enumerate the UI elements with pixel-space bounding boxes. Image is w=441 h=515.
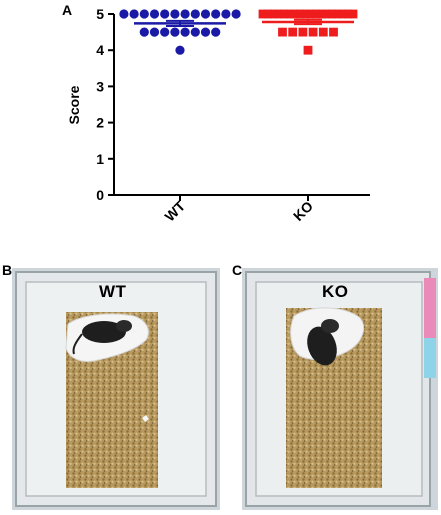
data-point: [295, 9, 305, 19]
panel-label-c: C: [232, 262, 243, 278]
data-point: [200, 9, 211, 19]
nest-photo-ko-illustration: [242, 268, 438, 510]
data-point: [329, 27, 338, 37]
data-point: [180, 9, 190, 19]
data-point: [316, 9, 326, 19]
data-point: [190, 9, 200, 19]
data-point: [279, 9, 289, 19]
data-point: [285, 9, 294, 19]
data-point: [269, 9, 278, 19]
data-point: [231, 9, 241, 19]
data-point: [211, 9, 221, 19]
x-tick-label: KO: [290, 198, 316, 224]
photo-b-label: WT: [99, 282, 127, 301]
y-tick-label: 4: [96, 42, 104, 58]
data-point: [139, 9, 149, 19]
data-point: [175, 45, 185, 55]
data-point: [306, 9, 316, 19]
score-chart: 0 1 2 3 4 5 WT KO Score: [66, 6, 370, 225]
x-tick-label: WT: [161, 197, 188, 224]
data-point: [160, 9, 170, 19]
data-point: [274, 9, 284, 19]
chart-marks: [119, 9, 358, 55]
y-tick-label: 3: [96, 78, 104, 94]
data-point: [303, 45, 313, 55]
data-point: [290, 9, 300, 19]
data-point: [318, 27, 328, 37]
photo-wt-nest: WT: [12, 268, 220, 510]
nest-photo-wt-illustration: [12, 268, 220, 510]
y-tick-label: 1: [96, 151, 104, 167]
panel-label-a: A: [62, 2, 73, 18]
data-point: [221, 9, 231, 19]
data-point: [170, 9, 180, 19]
data-point: [149, 27, 160, 37]
data-point: [332, 9, 342, 19]
data-point: [160, 27, 170, 37]
data-point: [149, 9, 160, 19]
data-point: [348, 9, 358, 19]
photo-ko-nest: KO: [242, 268, 438, 510]
data-point: [258, 9, 268, 19]
data-point: [278, 27, 287, 37]
data-point: [288, 27, 298, 37]
data-point: [129, 9, 139, 19]
y-tick-label: 0: [96, 187, 104, 203]
data-point: [190, 27, 200, 37]
data-point: [327, 9, 337, 19]
y-axis-label: Score: [66, 85, 82, 124]
data-point: [343, 9, 353, 19]
data-point: [311, 9, 321, 19]
data-point: [263, 9, 273, 19]
data-point: [119, 9, 129, 19]
y-tick-label: 5: [96, 6, 104, 22]
data-point: [298, 27, 308, 37]
data-point: [338, 9, 347, 19]
data-point: [211, 27, 221, 37]
panel-label-b: B: [2, 262, 13, 278]
y-tick-label: 2: [96, 115, 104, 131]
data-point: [200, 27, 211, 37]
data-point: [322, 9, 331, 19]
data-point: [139, 27, 149, 37]
data-point: [308, 27, 318, 37]
data-point: [300, 9, 310, 19]
photo-c-label: KO: [322, 282, 349, 301]
data-point: [180, 27, 190, 37]
chart-axes: 0 1 2 3 4 5 WT KO: [96, 6, 370, 225]
data-point: [170, 27, 180, 37]
